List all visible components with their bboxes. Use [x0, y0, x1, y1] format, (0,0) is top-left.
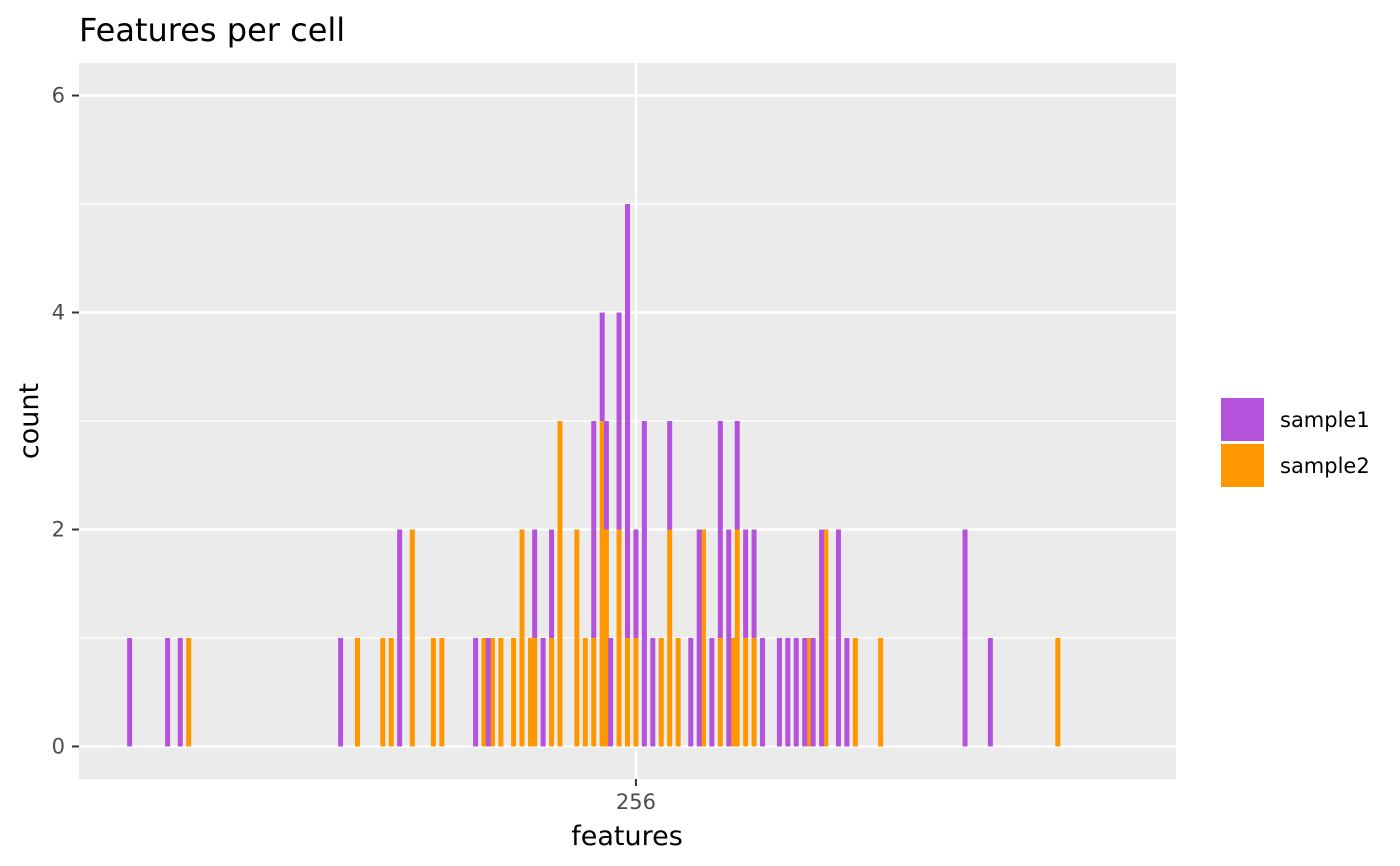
- legend-label-sample1: sample1: [1280, 408, 1370, 432]
- bar-sample1: [633, 529, 639, 638]
- bar-sample1: [726, 529, 732, 747]
- bar-sample2: [658, 637, 664, 747]
- bar-layer: [127, 204, 1061, 747]
- bar-sample2: [511, 637, 517, 747]
- x-axis: 256: [616, 779, 656, 814]
- y-tick-label: 0: [52, 734, 65, 758]
- bar-sample2: [439, 637, 445, 747]
- bar-sample1: [603, 421, 609, 530]
- bar-sample2: [599, 421, 605, 747]
- bar-sample1: [616, 312, 622, 530]
- bar-sample1: [776, 637, 782, 747]
- bar-sample1: [127, 637, 133, 747]
- bar-sample1: [810, 637, 816, 747]
- bar-sample2: [430, 637, 436, 747]
- bar-sample1: [473, 637, 479, 747]
- bar-sample1: [599, 312, 605, 421]
- bar-sample2: [1055, 637, 1061, 747]
- bar-sample1: [165, 637, 171, 747]
- bar-sample1: [793, 637, 799, 747]
- bar-sample1: [591, 421, 597, 638]
- bar-sample1: [650, 637, 656, 747]
- bar-sample1: [397, 529, 403, 747]
- bar-sample1: [549, 529, 555, 638]
- bar-sample2: [751, 637, 757, 747]
- bar-sample2: [717, 637, 723, 747]
- bar-sample1: [760, 637, 766, 747]
- y-tick-label: 4: [52, 301, 65, 325]
- bar-sample2: [603, 529, 609, 747]
- bar-sample2: [409, 529, 415, 747]
- bar-sample1: [625, 204, 630, 638]
- bar-sample1: [717, 421, 723, 638]
- bar-sample2: [734, 529, 740, 747]
- y-tick-label: 6: [52, 84, 65, 108]
- bar-sample1: [743, 529, 749, 638]
- bar-sample2: [498, 637, 504, 747]
- bar-sample1: [835, 529, 841, 747]
- bar-sample2: [625, 637, 630, 747]
- legend-key-sample2: [1221, 444, 1264, 487]
- bar-sample2: [743, 637, 749, 747]
- bar-sample1: [962, 529, 968, 747]
- bar-sample1: [540, 637, 546, 747]
- bar-sample2: [549, 637, 555, 747]
- bar-sample2: [481, 637, 487, 747]
- bar-sample2: [616, 529, 622, 747]
- chart-title: Features per cell: [79, 11, 345, 49]
- bar-sample1: [688, 637, 694, 747]
- bar-sample2: [730, 637, 736, 747]
- bar-sample2: [574, 529, 580, 747]
- bar-sample2: [700, 529, 706, 747]
- bar-sample1: [485, 637, 491, 747]
- bar-sample1: [802, 637, 808, 747]
- y-axis: 0 2 4 6: [52, 84, 79, 758]
- y-tick-label: 2: [52, 517, 65, 541]
- x-axis-title: features: [571, 821, 683, 852]
- bar-sample1: [696, 529, 702, 747]
- bar-sample2: [633, 637, 639, 747]
- bar-sample2: [557, 421, 563, 747]
- bar-sample1: [819, 529, 825, 747]
- bar-sample1: [844, 637, 850, 747]
- bar-sample2: [852, 637, 858, 747]
- bar-sample2: [675, 637, 681, 747]
- bar-sample2: [823, 529, 829, 747]
- bar-sample2: [354, 637, 360, 747]
- x-tick-label: 256: [616, 790, 656, 814]
- bar-sample2: [667, 529, 673, 747]
- bar-sample1: [532, 529, 538, 638]
- bar-sample2: [532, 637, 538, 747]
- bar-sample1: [641, 421, 647, 747]
- legend: sample1 sample2: [1221, 398, 1370, 487]
- bar-sample1: [667, 421, 673, 530]
- bar-sample2: [186, 637, 192, 747]
- bar-sample1: [751, 529, 757, 638]
- bar-sample2: [582, 637, 588, 747]
- bar-sample1: [987, 637, 993, 747]
- bar-sample1: [338, 637, 344, 747]
- legend-key-sample1: [1221, 398, 1264, 441]
- bar-sample2: [527, 637, 533, 747]
- bar-sample2: [806, 637, 812, 747]
- bar-sample2: [388, 637, 394, 747]
- legend-label-sample2: sample2: [1280, 454, 1370, 478]
- bar-sample1: [177, 637, 183, 747]
- bar-sample2: [519, 529, 525, 747]
- bar-sample1: [608, 637, 614, 747]
- bar-sample2: [591, 637, 597, 747]
- bar-sample2: [489, 637, 495, 747]
- bar-sample2: [380, 637, 386, 747]
- bar-sample1: [785, 637, 791, 747]
- bar-sample1: [709, 637, 715, 747]
- bar-sample1: [734, 421, 740, 530]
- bar-sample2: [878, 637, 884, 747]
- y-axis-title: count: [14, 383, 45, 459]
